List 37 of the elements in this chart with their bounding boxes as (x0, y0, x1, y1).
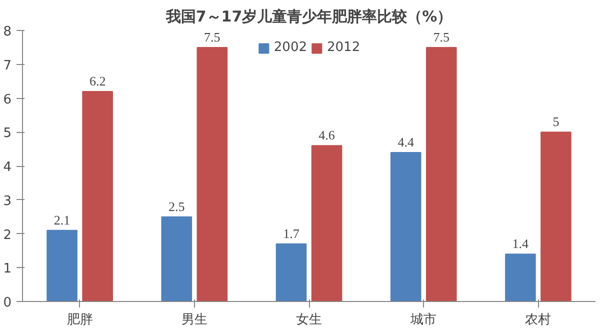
bar (276, 243, 307, 302)
y-tick-label: 0 (3, 296, 12, 310)
bar (540, 132, 572, 302)
data-label: 1.4 (512, 236, 530, 252)
bar (390, 152, 422, 302)
legend-label: 2012 (327, 40, 360, 55)
chart-title: 我国7～17岁儿童青少年肥胖率比较（%） (164, 8, 452, 26)
y-tick-label: 1 (3, 262, 12, 277)
bar (505, 254, 536, 302)
data-label: 2.5 (168, 198, 185, 214)
y-tick-label: 7 (3, 58, 12, 74)
bar (311, 145, 342, 302)
data-label: 2.1 (54, 212, 70, 228)
y-tick-label: 8 (3, 24, 12, 40)
y-tick-label: 4 (3, 160, 12, 175)
x-tick-label: 肥胖 (66, 312, 93, 328)
data-label: 6.2 (89, 73, 106, 88)
x-tick-label: 女生 (296, 312, 322, 328)
bar (46, 230, 78, 302)
data-label: 5 (552, 114, 560, 130)
data-label: 4.4 (398, 134, 414, 150)
data-label: 4.6 (318, 128, 336, 143)
bar (196, 46, 228, 302)
y-tick-label: 6 (3, 92, 12, 108)
x-tick-label: 男生 (181, 312, 208, 328)
data-label: 1.7 (283, 226, 300, 241)
bar (426, 46, 457, 302)
bar (161, 216, 192, 302)
x-tick-label: 农村 (525, 312, 552, 328)
data-label: 7.5 (433, 29, 450, 44)
x-tick-label: 城市 (410, 312, 437, 328)
legend-label: 2002 (274, 40, 307, 55)
y-tick-label: 3 (3, 194, 12, 209)
y-tick-label: 2 (3, 228, 12, 243)
data-label: 7.5 (204, 29, 220, 44)
bar (82, 90, 113, 302)
y-tick-label: 5 (3, 126, 12, 142)
